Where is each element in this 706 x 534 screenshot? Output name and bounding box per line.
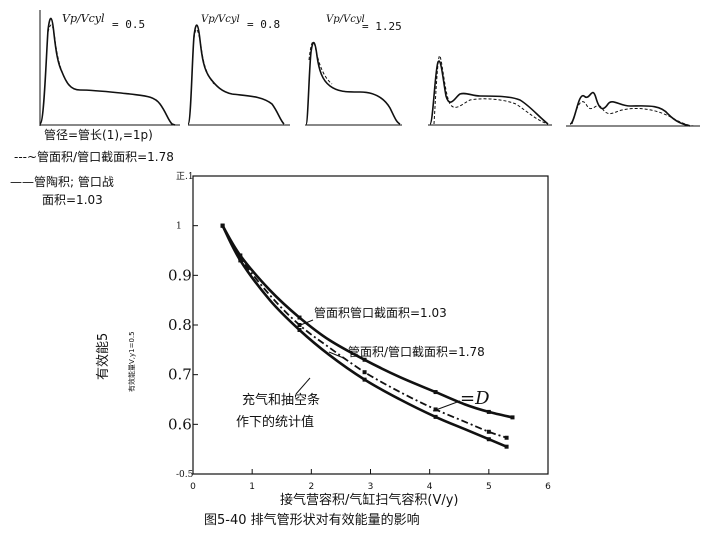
x-ticks: 0 1 2 3 4 5 6 — [190, 469, 551, 492]
annotation-series-1: 管面积管口截面积=1.03 — [314, 305, 447, 320]
annotation-series-3-line-1: 充气和抽空条 — [242, 392, 320, 408]
chart: 有效能5 有效能量V,y1=0.5 正.1 1 0.9 0.8 0.7 0.6 -0.5 0… — [96, 172, 551, 528]
x-tick-label: 3 — [368, 482, 374, 492]
panel-4-curve-dashed — [433, 55, 549, 125]
wave-panel-4 — [428, 55, 552, 126]
x-tick-label: 5 — [486, 482, 492, 492]
y-tick-label: 0.9 — [168, 266, 192, 284]
x-tick-label: 6 — [545, 482, 551, 492]
series-1-point — [362, 357, 367, 362]
pressure-wave-panels — [39, 10, 700, 127]
series-3-point — [362, 377, 367, 382]
series-line-3 — [221, 225, 508, 448]
ratio-label-2-fraction: Vp/Vcyl — [201, 14, 240, 25]
series-2-point — [433, 407, 438, 412]
wave-panel-3 — [305, 41, 402, 126]
ratio-label-3-value: = 1.25 — [362, 20, 402, 33]
y-tick-label: 0.6 — [168, 415, 192, 433]
series-1-point — [238, 253, 243, 258]
wave-panel-5 — [566, 91, 700, 127]
annotation-d: =D — [460, 388, 490, 409]
y-tick-label: 正.1 — [176, 172, 194, 182]
panel-2-curve-dashed — [193, 29, 215, 85]
panel-2-curve — [187, 24, 285, 125]
series-1-point — [510, 415, 515, 420]
x-axis-label: 接气营容积/气缸扫气容积(V/y) — [280, 492, 459, 508]
x-tick-label: 1 — [249, 482, 255, 492]
panel-3-curve-dashed — [308, 41, 333, 85]
legend-line-1: 管径=管长(1),=1p) — [44, 127, 153, 142]
x-tick-label: 0 — [190, 482, 196, 492]
panel-3-curve — [305, 41, 401, 125]
legend-line-4: 面积=1.03 — [42, 193, 103, 207]
series-2-point — [362, 370, 367, 375]
leader-line-d — [432, 400, 461, 412]
series-3-point — [297, 327, 302, 332]
leader-line-series-2 — [328, 351, 347, 360]
legend-line-2: ---~管面积/管口截面积=1.78 — [14, 149, 174, 164]
panel-5-curve — [569, 91, 691, 127]
leader-line-series-1 — [297, 319, 314, 327]
series-1-point — [433, 390, 438, 395]
series-3-point — [238, 258, 243, 263]
leader-line-series-3 — [295, 377, 311, 395]
wave-panel-1 — [39, 10, 180, 126]
y-tick-label: 1 — [176, 222, 182, 232]
series-1-point — [486, 409, 491, 414]
wave-panel-2 — [187, 24, 290, 126]
y-tick-label: -0.5 — [176, 470, 194, 480]
series-3-point — [504, 444, 509, 449]
series-1-point — [297, 315, 302, 320]
legend: 管径=管长(1),=1p) ---~管面积/管口截面积=1.78 ——管陶积; … — [10, 127, 174, 207]
y-ticks: 正.1 1 0.9 0.8 0.7 0.6 -0.5 — [168, 172, 198, 480]
series-3-point — [486, 437, 491, 442]
annotation-series-3-line-2: 作下的统计值 — [236, 414, 314, 430]
x-tick-label: 4 — [427, 482, 433, 492]
panel-1-curve — [39, 17, 176, 126]
ratio-label-1-value: = 0.5 — [112, 18, 145, 31]
y-axis-label: 有效能5 — [96, 333, 111, 380]
series-2-point — [486, 429, 491, 434]
ratio-label-3-fraction: Vp/Vcyl — [326, 14, 365, 25]
legend-line-3: ——管陶积; 管口战 — [10, 174, 114, 189]
ratio-label-2-value: = 0.8 — [247, 18, 280, 31]
series-2-point — [504, 435, 509, 440]
y-tick-label: 0.7 — [168, 366, 192, 384]
panel-1-curve-dashed — [47, 24, 73, 89]
series-3-point — [220, 223, 225, 228]
annotation-series-2: 管面积/管口截面积=1.78 — [348, 344, 485, 359]
y-axis-sublabel: 有效能量V,y1=0.5 — [127, 331, 136, 392]
series-layer — [220, 223, 515, 449]
figure-caption: 图5-40 排气管形状对有效能量的影响 — [204, 512, 420, 528]
y-tick-label: 0.8 — [168, 316, 192, 334]
wave-ratio-labels: Vp/Vcyl = 0.5 Vp/Vcyl = 0.8 Vp/Vcyl = 1.… — [62, 12, 402, 33]
series-2-point — [238, 255, 243, 260]
series-3-point — [433, 414, 438, 419]
x-tick-label: 2 — [308, 482, 314, 492]
ratio-label-1-fraction: Vp/Vcyl — [62, 12, 105, 25]
panel-5-curve-dashed — [571, 101, 695, 127]
